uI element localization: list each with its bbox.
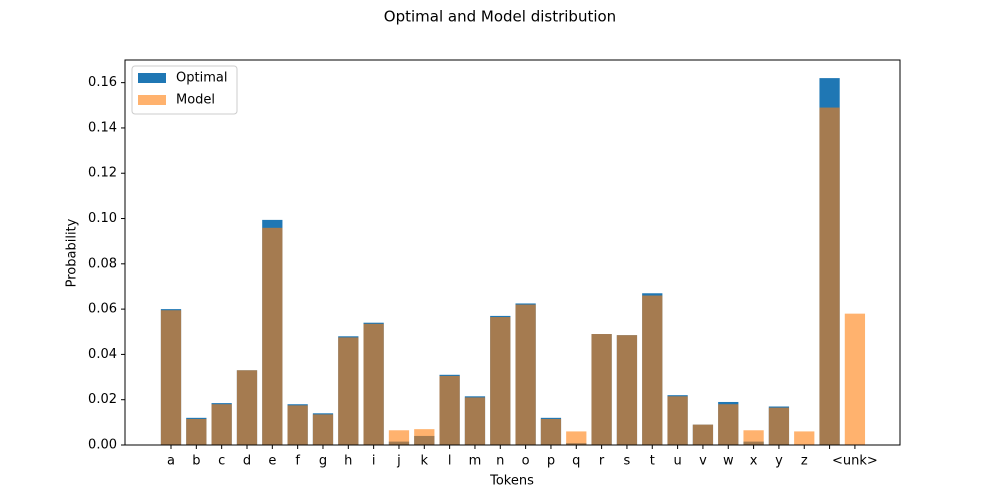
x-tick-label: n <box>496 454 504 469</box>
bar <box>338 337 359 445</box>
bar <box>819 107 840 445</box>
y-tick-label: 0.06 <box>88 302 117 317</box>
bar <box>616 335 638 445</box>
x-tick-label: p <box>547 454 555 469</box>
x-tick-label: w <box>723 454 734 469</box>
y-tick-label: 0.08 <box>88 256 117 271</box>
x-tick-label: q <box>572 454 580 469</box>
legend-label: Model <box>176 93 215 108</box>
bar <box>490 317 511 445</box>
legend-swatch <box>138 95 166 105</box>
x-tick-label: i <box>372 454 376 469</box>
x-tick-label: m <box>469 454 482 469</box>
x-tick-label: x <box>750 454 758 469</box>
x-tick-label: c <box>218 454 225 469</box>
x-tick-label: t <box>650 454 655 469</box>
bar <box>262 227 283 445</box>
y-tick-label: 0.00 <box>88 438 117 453</box>
bar <box>844 313 866 445</box>
bar <box>692 424 714 445</box>
x-tick-label: z <box>801 454 808 469</box>
x-tick-label: e <box>268 454 276 469</box>
x-tick-label: k <box>421 454 429 469</box>
x-tick-label: r <box>599 454 605 469</box>
y-tick-label: 0.04 <box>88 347 117 362</box>
x-tick-label: j <box>396 454 401 469</box>
bar <box>743 430 764 445</box>
x-tick-label: f <box>295 454 300 469</box>
plot-frame <box>124 59 901 446</box>
y-tick-label: 0.14 <box>88 120 117 135</box>
x-tick-label: b <box>192 454 200 469</box>
x-tick-label: g <box>319 454 327 469</box>
x-tick-label: o <box>522 454 530 469</box>
bar <box>667 396 688 445</box>
bar <box>211 404 232 445</box>
legend-label: Optimal <box>176 71 227 86</box>
bar <box>414 429 435 445</box>
bar <box>160 310 182 445</box>
y-tick-label: 0.10 <box>88 211 117 226</box>
bar <box>718 404 739 445</box>
bar <box>439 375 460 445</box>
x-tick-label: u <box>673 454 681 469</box>
bar <box>591 334 612 445</box>
bar <box>363 323 384 445</box>
bar <box>566 431 587 445</box>
bar <box>515 304 536 445</box>
bar <box>540 418 562 445</box>
bar <box>287 405 308 445</box>
x-tick-label: s <box>624 454 631 469</box>
bar <box>642 295 663 445</box>
x-tick-label: v <box>699 454 707 469</box>
y-tick-label: 0.16 <box>88 75 117 90</box>
bar <box>186 418 207 445</box>
x-tick-label: <unk> <box>832 454 878 469</box>
x-axis-label: Tokens <box>489 474 534 489</box>
x-tick-label: l <box>448 454 452 469</box>
y-tick-label: 0.12 <box>88 166 117 181</box>
bar <box>464 397 486 445</box>
chart-title: Optimal and Model distribution <box>384 8 616 26</box>
x-tick-label: h <box>344 454 352 469</box>
y-axis-label: Probability <box>65 218 80 287</box>
bar <box>388 430 410 445</box>
bar <box>236 370 258 445</box>
legend-swatch <box>138 73 166 83</box>
x-tick-label: y <box>775 454 783 469</box>
bar <box>312 414 334 445</box>
bar <box>794 431 815 445</box>
x-tick-label: d <box>243 454 251 469</box>
x-tick-label: a <box>167 454 175 469</box>
y-tick-label: 0.02 <box>88 392 117 407</box>
bar <box>768 407 790 445</box>
